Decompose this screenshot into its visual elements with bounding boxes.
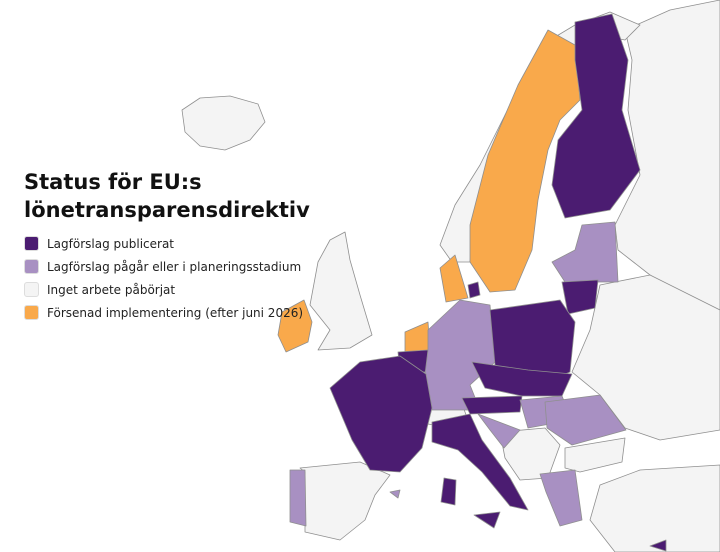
- legend-item: Lagförslag pågår eller i planeringsstadi…: [24, 255, 303, 278]
- iceland: [181, 95, 266, 151]
- sardinia: [440, 477, 457, 506]
- legend-label: Lagförslag pågår eller i planeringsstadi…: [47, 259, 302, 274]
- legend-item: Inget arbete påbörjat: [24, 278, 303, 301]
- legend-swatch: [24, 305, 39, 320]
- denmark-isl: [467, 281, 481, 299]
- uk: [309, 231, 373, 351]
- islands: [389, 489, 401, 499]
- portugal: [289, 469, 307, 527]
- bulgaria: [564, 437, 626, 473]
- italy: [431, 413, 529, 511]
- russia-east: [614, 0, 720, 311]
- baltics-north: [551, 221, 619, 283]
- romania: [544, 394, 627, 446]
- belarus-ukraine: [571, 274, 720, 441]
- ireland: [277, 299, 313, 353]
- cyprus: [649, 539, 667, 552]
- greece: [539, 469, 583, 527]
- sweden: [469, 29, 581, 293]
- legend-item: Försenad implementering (efter juni 2026…: [24, 301, 303, 324]
- legend-label: Inget arbete påbörjat: [47, 282, 176, 297]
- legend: Lagförslag publicerat Lagförslag pågår el…: [24, 232, 303, 324]
- legend-swatch: [24, 259, 39, 274]
- croatia: [477, 413, 521, 449]
- lithuania: [561, 279, 599, 315]
- spain: [299, 461, 391, 541]
- turkey: [589, 464, 720, 552]
- legend-swatch: [24, 236, 39, 251]
- map-title: Status för EU:s lönetransparensdirektiv: [24, 170, 310, 222]
- denmark: [439, 254, 469, 303]
- legend-swatch: [24, 282, 39, 297]
- netherlands: [404, 321, 431, 353]
- sicily: [473, 511, 501, 529]
- legend-label: Försenad implementering (efter juni 2026…: [47, 305, 304, 320]
- legend-label: Lagförslag publicerat: [47, 236, 175, 251]
- austria: [461, 395, 523, 415]
- finland: [551, 13, 641, 219]
- legend-item: Lagförslag publicerat: [24, 232, 303, 255]
- france: [329, 355, 433, 473]
- germany: [423, 299, 496, 411]
